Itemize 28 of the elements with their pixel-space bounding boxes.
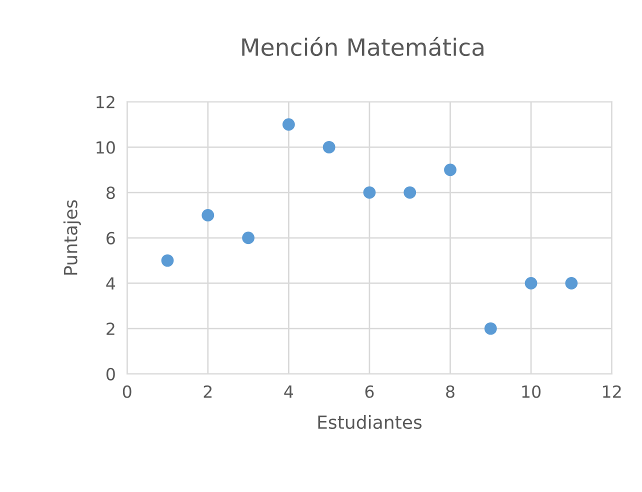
y-tick-label: 8	[106, 186, 115, 200]
x-tick-label: 10	[522, 385, 541, 398]
point	[524, 277, 538, 290]
point	[404, 186, 416, 199]
y-axis-title: Puntajes	[63, 200, 81, 275]
y-tick-label: 4	[106, 277, 116, 290]
x-tick-label: 2	[204, 385, 212, 398]
point	[322, 140, 336, 154]
point	[484, 322, 497, 335]
point	[282, 118, 295, 131]
point	[565, 277, 578, 290]
y-tick-label: 12	[96, 96, 114, 108]
y-tick-label: 2	[106, 322, 114, 335]
point	[242, 232, 255, 244]
point	[444, 164, 456, 176]
x-tick-label: 0	[122, 385, 132, 398]
x-tick-label: 6	[365, 385, 374, 398]
y-tick-label: 10	[96, 141, 115, 154]
x-axis-title: Estudiantes	[318, 415, 422, 430]
point	[161, 254, 174, 267]
x-tick-label: 12	[603, 385, 621, 398]
x-tick-label: 4	[284, 386, 294, 398]
y-tick-label: 6	[106, 232, 115, 244]
point	[202, 208, 214, 222]
x-tick-label: 8	[446, 385, 454, 398]
chart-title: Mención Matemática	[242, 36, 484, 56]
y-tick-label: 0	[106, 368, 115, 380]
point	[363, 186, 376, 199]
